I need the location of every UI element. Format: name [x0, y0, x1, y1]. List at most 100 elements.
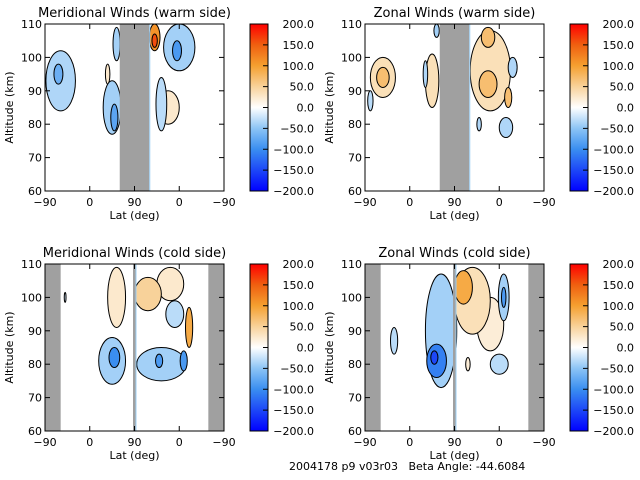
contour-region	[63, 291, 67, 303]
colorbar-tick-label: −200.0	[593, 185, 634, 198]
data-gap	[208, 264, 224, 431]
y-tick-label: 60	[28, 185, 42, 198]
x-tick-label: 0	[176, 436, 183, 449]
x-axis-label: Lat (deg)	[430, 209, 480, 222]
data-gap	[365, 264, 381, 431]
chart-title: Meridional Winds (warm side)	[38, 6, 231, 21]
y-axis-label: Altitude (km)	[3, 71, 16, 143]
contour-region	[110, 103, 119, 132]
contour-region	[155, 353, 164, 369]
x-tick-label: 90	[448, 436, 462, 449]
plot-area	[45, 24, 224, 191]
colorbar-tick-label: 150.0	[283, 279, 315, 292]
colorbar-tick-label: −200.0	[593, 425, 634, 438]
colorbar-tick-label: −100.0	[273, 143, 314, 156]
colorbar-tick-label: 100.0	[283, 60, 315, 73]
y-tick-label: 100	[21, 51, 42, 64]
panel-zw-warm: Zonal Winds (warm side)11010090807060−90…	[323, 6, 634, 222]
y-tick-label: 110	[21, 18, 42, 31]
colorbar-tick-label: −50.0	[280, 362, 314, 375]
colorbar-tick-label: 50.0	[610, 81, 635, 94]
data-gap	[528, 264, 544, 431]
x-tick-label: 90	[128, 436, 142, 449]
colorbar-tick-label: 200.0	[603, 18, 635, 31]
chart-title: Zonal Winds (warm side)	[374, 6, 536, 21]
colorbar-tick-label: −100.0	[273, 383, 314, 396]
y-axis-label: Altitude (km)	[3, 311, 16, 383]
x-tick-label: −90	[353, 436, 376, 449]
colorbar-tick-label: 200.0	[603, 258, 635, 271]
contour-region	[172, 40, 182, 62]
contour-region	[422, 60, 429, 88]
contour-region	[53, 63, 64, 85]
colorbar-tick-label: 0.0	[297, 342, 315, 355]
x-tick-label: 0	[496, 196, 503, 209]
contour-region	[465, 357, 471, 372]
contour-region	[107, 266, 127, 328]
x-tick-label: −90	[33, 196, 56, 209]
colorbar-tick-label: −150.0	[273, 164, 314, 177]
colorbar-tick-label: 50.0	[290, 321, 315, 334]
y-tick-label: 110	[341, 258, 362, 271]
contour-region	[112, 26, 121, 62]
colorbar-tick-label: 200.0	[283, 258, 315, 271]
y-tick-label: 90	[28, 325, 42, 338]
chart-title: Zonal Winds (cold side)	[378, 246, 530, 261]
contour-region	[108, 347, 121, 369]
colorbar-tick-label: 200.0	[283, 18, 315, 31]
colorbar-tick-label: 100.0	[283, 300, 315, 313]
colorbar-tick-label: 150.0	[603, 279, 635, 292]
colorbar-tick-label: 0.0	[617, 102, 635, 115]
colorbar-tick-label: 50.0	[610, 321, 635, 334]
y-axis-label: Altitude (km)	[323, 311, 336, 383]
colorbar-tick-label: 0.0	[297, 102, 315, 115]
x-tick-label: 0	[406, 196, 413, 209]
contour-region	[376, 66, 390, 88]
y-tick-label: 60	[28, 425, 42, 438]
colorbar-tick-label: −150.0	[593, 404, 634, 417]
contour-region	[430, 350, 439, 365]
y-tick-label: 100	[341, 291, 362, 304]
y-tick-label: 70	[28, 152, 42, 165]
x-tick-label: 90	[128, 196, 142, 209]
y-tick-label: 60	[348, 185, 362, 198]
contour-region	[504, 86, 513, 109]
plot-area	[365, 264, 544, 431]
data-gap-line	[133, 264, 136, 431]
contour-region	[454, 270, 473, 305]
contour-region	[507, 56, 518, 78]
y-tick-label: 110	[341, 18, 362, 31]
contour-region	[433, 24, 440, 38]
contour-region	[104, 63, 111, 85]
x-tick-label: 0	[86, 436, 93, 449]
y-tick-label: 80	[348, 358, 362, 371]
colorbar-tick-label: −100.0	[593, 383, 634, 396]
x-tick-label: 0	[86, 196, 93, 209]
contour-region	[390, 326, 399, 355]
x-tick-label: 90	[448, 196, 462, 209]
x-tick-label: 0	[406, 436, 413, 449]
y-tick-label: 90	[348, 325, 362, 338]
contour-region	[489, 353, 509, 375]
y-tick-label: 70	[28, 392, 42, 405]
data-gap	[439, 24, 470, 191]
y-axis-label: Altitude (km)	[323, 71, 336, 143]
x-tick-label: 0	[176, 196, 183, 209]
panel-mw-warm: Meridional Winds (warm side)110 100 90 80 70…	[3, 6, 314, 222]
x-axis-label: Lat (deg)	[110, 209, 160, 222]
contour-region	[185, 306, 194, 348]
y-tick-label: 70	[348, 392, 362, 405]
data-gap	[45, 264, 61, 431]
x-axis-label: Lat (deg)	[430, 449, 480, 462]
contour-region	[179, 350, 188, 372]
y-tick-label: 100	[21, 291, 42, 304]
colorbar-tick-label: 50.0	[290, 81, 315, 94]
contour-region	[165, 300, 185, 328]
data-gap	[119, 24, 150, 191]
contour-region	[478, 70, 498, 98]
x-tick-label: 0	[496, 436, 503, 449]
colorbar-tick-label: −200.0	[273, 425, 314, 438]
x-tick-label: −90	[353, 196, 376, 209]
y-tick-label: 100	[341, 51, 362, 64]
panel-zw-cold: Zonal Winds (cold side)11010090807060−90…	[323, 246, 634, 462]
